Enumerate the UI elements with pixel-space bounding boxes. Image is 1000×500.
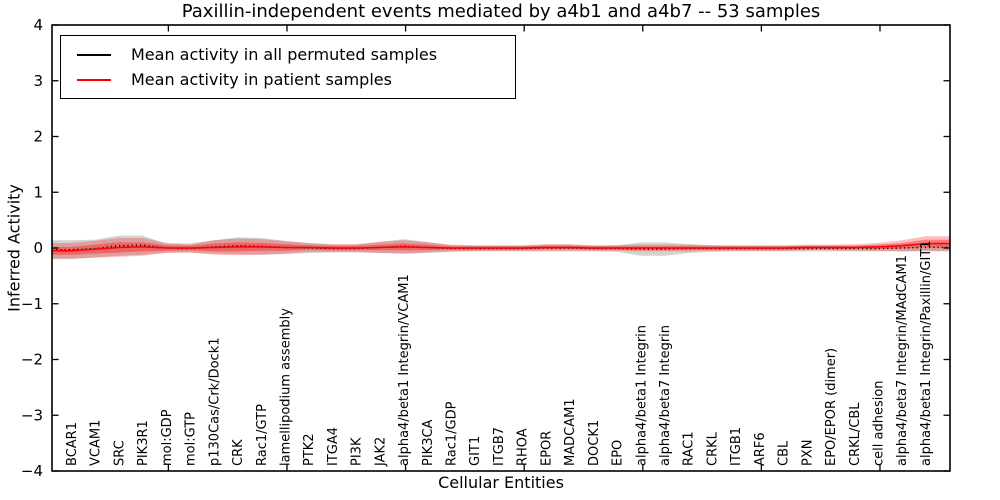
y-tick-label: −3 bbox=[21, 406, 43, 424]
legend-row-permuted: Mean activity in all permuted samples bbox=[61, 44, 515, 64]
x-tick-label: alpha4/beta7 Integrin/MAdCAM1 bbox=[895, 255, 910, 466]
x-tick-label: CRK bbox=[231, 439, 246, 466]
y-tick-label: 4 bbox=[33, 16, 43, 34]
patient-mean-line bbox=[52, 242, 950, 252]
x-tick-label: ITGB1 bbox=[729, 427, 744, 466]
x-tick-label: CRKL bbox=[705, 431, 720, 466]
legend-line-permuted-icon bbox=[77, 53, 111, 56]
x-tick-label: Rac1/GDP bbox=[445, 401, 460, 466]
x-tick-label: EPO/EPOR (dimer) bbox=[824, 348, 839, 466]
y-tick-label: 1 bbox=[33, 183, 43, 201]
x-tick-label: Rac1/GTP bbox=[255, 404, 270, 466]
x-tick-label: ITGA4 bbox=[326, 427, 341, 466]
x-tick-label: alpha4/beta7 Integrin bbox=[658, 325, 673, 466]
x-tick-label: PIK3CA bbox=[421, 419, 436, 466]
legend-label-permuted: Mean activity in all permuted samples bbox=[131, 44, 438, 64]
x-tick-label: PXN bbox=[800, 440, 815, 466]
x-tick-label: cell adhesion bbox=[871, 380, 886, 466]
x-tick-label: MADCAM1 bbox=[563, 398, 578, 466]
x-tick-label: PTK2 bbox=[302, 433, 317, 466]
x-tick-label: VCAM1 bbox=[89, 420, 104, 466]
y-axis-label: Inferred Activity bbox=[4, 184, 24, 312]
x-tick-label: PIK3R1 bbox=[136, 420, 151, 466]
y-tick-label: 3 bbox=[33, 72, 43, 90]
x-tick-label: SRC bbox=[112, 440, 127, 466]
x-tick-label: mol:GTP bbox=[184, 412, 199, 466]
x-tick-label: RAC1 bbox=[682, 431, 697, 466]
y-tick-label: 0 bbox=[33, 239, 43, 257]
x-tick-label: PI3K bbox=[350, 437, 365, 466]
x-tick-label: GIT1 bbox=[468, 436, 483, 466]
y-tick-label: −1 bbox=[21, 295, 43, 313]
y-tick-label: −2 bbox=[21, 351, 43, 369]
x-tick-label: DOCK1 bbox=[587, 420, 602, 466]
legend-row-patient: Mean activity in patient samples bbox=[61, 69, 515, 89]
x-tick-label: JAK2 bbox=[373, 437, 388, 467]
x-tick-label: alpha4/beta1 Integrin bbox=[634, 325, 649, 466]
y-tick-label: −4 bbox=[21, 462, 43, 480]
x-tick-label: lamellipodium assembly bbox=[278, 308, 293, 466]
x-tick-label: alpha4/beta1 Integrin/Paxillin/GIT1 bbox=[919, 240, 934, 466]
x-tick-label: alpha4/beta1 Integrin/VCAM1 bbox=[397, 274, 412, 466]
legend: Mean activity in all permuted samples Me… bbox=[60, 35, 516, 99]
legend-label-patient: Mean activity in patient samples bbox=[131, 69, 392, 89]
x-tick-label: RHOA bbox=[516, 428, 531, 466]
x-tick-label: CBL bbox=[777, 440, 792, 466]
x-axis-label: Cellular Entities bbox=[438, 473, 564, 492]
y-tick-label: 2 bbox=[33, 128, 43, 146]
patient-confidence-band-inner bbox=[52, 239, 950, 255]
x-tick-label: EPOR bbox=[539, 431, 554, 466]
x-tick-label: mol:GDP bbox=[160, 409, 175, 466]
x-tick-label: ARF6 bbox=[753, 432, 768, 466]
chart-title: Paxillin-independent events mediated by … bbox=[181, 1, 821, 22]
x-tick-label: p130Cas/Crk/Dock1 bbox=[207, 337, 222, 466]
x-tick-label: EPO bbox=[611, 440, 626, 466]
legend-line-patient-icon bbox=[77, 78, 111, 81]
x-tick-label: CRKL/CBL bbox=[848, 402, 863, 466]
x-tick-label: ITGB7 bbox=[492, 427, 507, 466]
x-tick-label: BCAR1 bbox=[65, 422, 80, 466]
